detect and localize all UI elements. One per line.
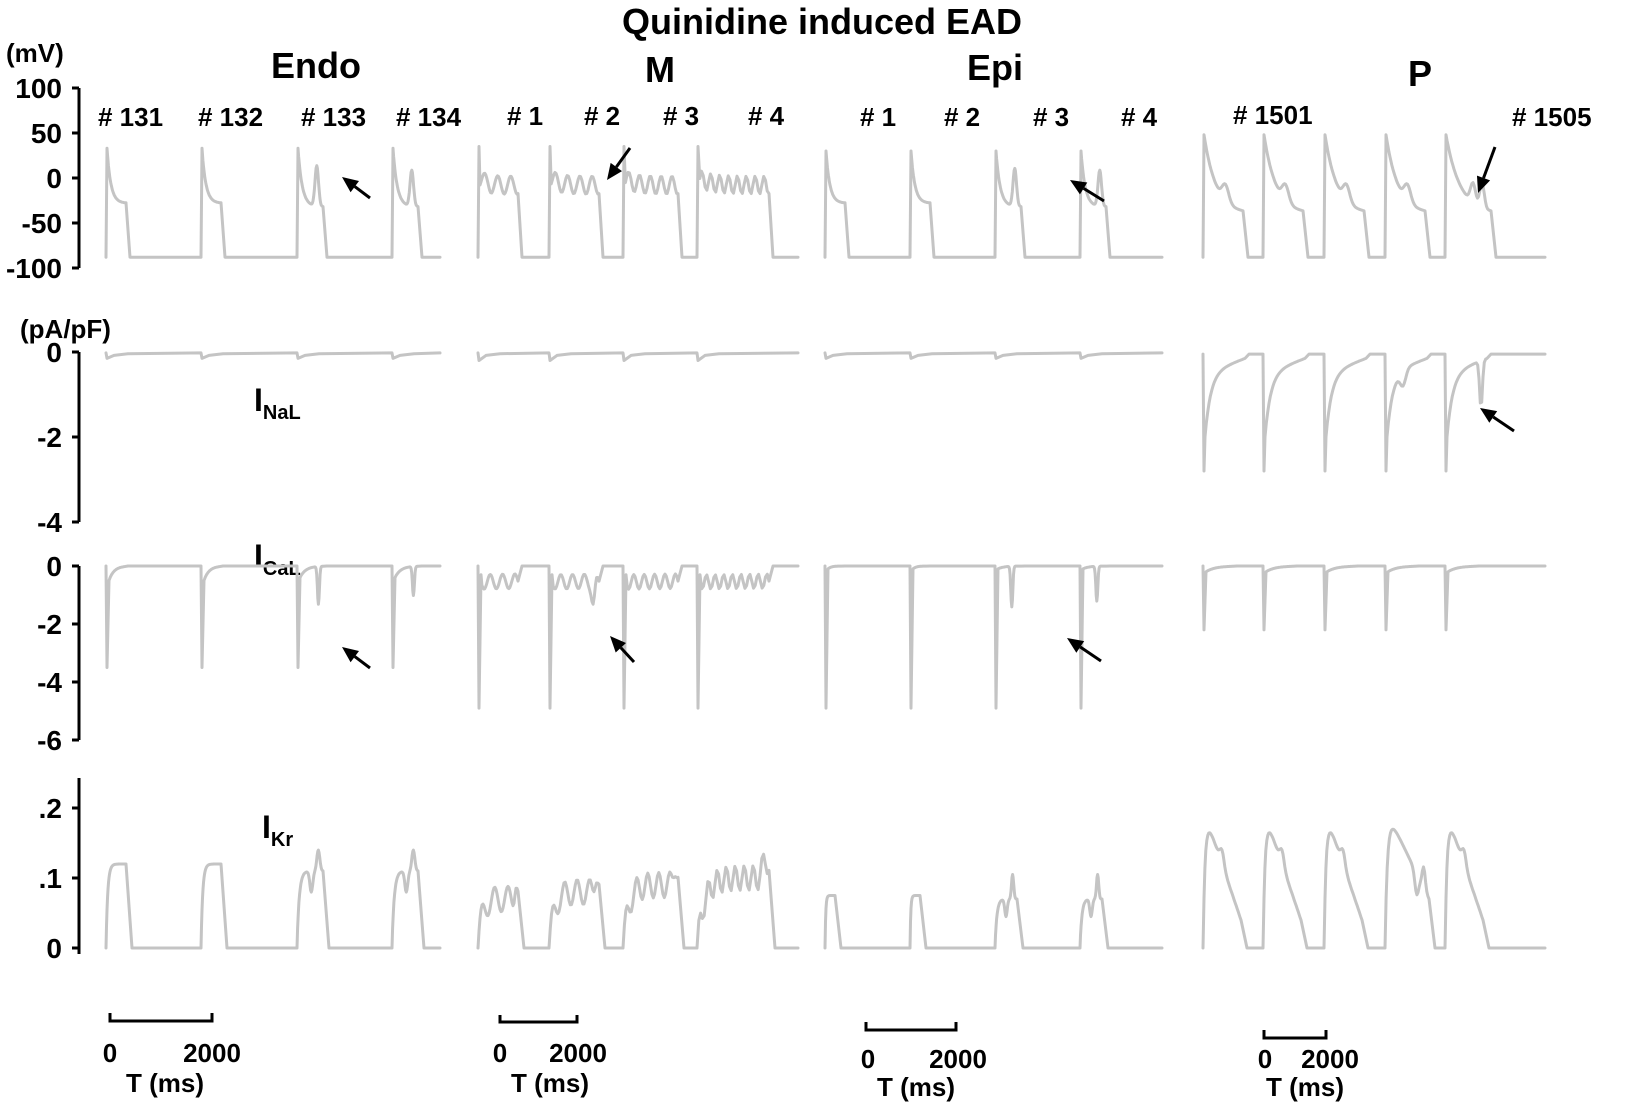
voltage-trace-m xyxy=(476,145,800,259)
axes: 100 50 0 -50 -100 0 -2 -4 0 -2 -4 -6 .2 .1 0 xyxy=(6,73,81,964)
ical-trace-m xyxy=(476,564,800,710)
arrow-icon xyxy=(342,647,371,670)
beat-label: # 2 xyxy=(944,102,980,132)
current-unit-label: (pA/pF) xyxy=(20,314,111,344)
beat-label: # 2 xyxy=(584,101,620,131)
scale-bar-start: 0 xyxy=(493,1038,507,1068)
column-label-p: P xyxy=(1408,53,1432,94)
scale-bar-line xyxy=(108,1013,214,1023)
inal-label: INaL xyxy=(254,382,301,424)
arrow-icon xyxy=(342,177,371,200)
ikr-trace-endo xyxy=(104,848,442,950)
scale-bar-epi: 0 2000 T (ms) xyxy=(861,1022,987,1102)
scale-bar-line xyxy=(1262,1030,1328,1040)
beat-label: # 4 xyxy=(748,101,785,131)
arrow-icon xyxy=(1070,180,1105,203)
time-axis-label: T (ms) xyxy=(877,1072,955,1102)
scale-bar-p: 0 2000 T (ms) xyxy=(1258,1030,1359,1102)
arrow-icon xyxy=(1476,146,1497,193)
y-tick-label: 0 xyxy=(46,163,62,194)
time-axis-label: T (ms) xyxy=(511,1068,589,1098)
ical-y-axis: 0 -2 -4 -6 xyxy=(37,551,81,756)
scale-bar-start: 0 xyxy=(1258,1044,1272,1074)
beat-label: # 1 xyxy=(507,101,543,131)
voltage-trace-endo xyxy=(104,146,442,259)
y-tick-label: -2 xyxy=(37,609,62,640)
inal-trace-m xyxy=(476,351,800,362)
ikr-trace-m xyxy=(476,852,800,950)
ical-label: ICaL xyxy=(254,538,301,580)
y-tick-label: -4 xyxy=(37,507,62,538)
beat-label: # 132 xyxy=(198,102,263,132)
time-axis-label: T (ms) xyxy=(1266,1072,1344,1102)
ikr-trace-epi xyxy=(823,873,1164,950)
y-tick-label: .1 xyxy=(39,863,62,894)
scale-bar-m: 0 2000 T (ms) xyxy=(493,1015,607,1098)
y-tick-label: -100 xyxy=(6,253,62,284)
arrow-icon xyxy=(1480,408,1515,433)
beat-label: # 3 xyxy=(1033,102,1069,132)
voltage-trace-epi xyxy=(823,149,1164,259)
ead-arrows xyxy=(342,146,1515,670)
ical-trace-epi xyxy=(823,564,1164,710)
inal-y-axis: 0 -2 -4 xyxy=(37,337,81,538)
ical-trace-endo xyxy=(104,564,442,669)
y-tick-label: .2 xyxy=(39,793,62,824)
scale-bar-end: 2000 xyxy=(929,1044,987,1074)
ikr-label: IKr xyxy=(262,809,293,851)
column-label-endo: Endo xyxy=(271,45,361,86)
scale-bar-end: 2000 xyxy=(549,1038,607,1068)
ikr-y-axis: .2 .1 0 xyxy=(39,778,81,964)
y-tick-label: -6 xyxy=(37,725,62,756)
y-tick-label: 100 xyxy=(15,73,62,104)
y-tick-label: -2 xyxy=(37,422,62,453)
y-tick-label: 0 xyxy=(46,551,62,582)
scale-bar-endo: 0 2000 T (ms) xyxy=(103,1013,241,1098)
column-label-epi: Epi xyxy=(967,47,1023,88)
ical-trace-p xyxy=(1201,564,1547,632)
inal-trace-epi xyxy=(823,351,1164,360)
scale-bar-start: 0 xyxy=(103,1038,117,1068)
beat-label: # 1501 xyxy=(1233,100,1313,130)
inal-trace-p xyxy=(1201,352,1547,473)
beat-label: # 1505 xyxy=(1512,102,1592,132)
arrow-icon xyxy=(610,636,636,664)
traces xyxy=(104,133,1547,950)
beat-label: # 3 xyxy=(663,101,699,131)
scale-bar-end: 2000 xyxy=(1301,1044,1359,1074)
ikr-trace-p xyxy=(1201,827,1547,950)
voltage-y-axis: 100 50 0 -50 -100 xyxy=(6,73,81,284)
beat-label: # 4 xyxy=(1121,102,1158,132)
scale-bar-line xyxy=(498,1015,579,1024)
y-tick-label: 50 xyxy=(31,118,62,149)
beat-label: # 134 xyxy=(396,102,462,132)
y-tick-label: 0 xyxy=(46,933,62,964)
beat-label: # 131 xyxy=(98,102,163,132)
beat-label: # 1 xyxy=(860,102,896,132)
beat-label: # 133 xyxy=(301,102,366,132)
y-tick-label: 0 xyxy=(46,337,62,368)
y-tick-label: -4 xyxy=(37,667,62,698)
scale-bar-start: 0 xyxy=(861,1044,875,1074)
scale-bar-line xyxy=(864,1022,958,1032)
arrow-icon xyxy=(607,147,632,180)
voltage-unit-label: (mV) xyxy=(6,38,64,68)
arrow-icon xyxy=(1067,638,1102,663)
time-axis-label: T (ms) xyxy=(126,1068,204,1098)
inal-trace-endo xyxy=(104,351,442,360)
voltage-trace-p xyxy=(1201,133,1547,259)
scale-bar-end: 2000 xyxy=(183,1038,241,1068)
y-tick-label: -50 xyxy=(22,208,62,239)
scale-bars: 0 2000 T (ms) 0 2000 T (ms) 0 2000 T (ms… xyxy=(103,1013,1359,1102)
column-label-m: M xyxy=(645,49,675,90)
figure-title: Quinidine induced EAD xyxy=(622,1,1022,42)
